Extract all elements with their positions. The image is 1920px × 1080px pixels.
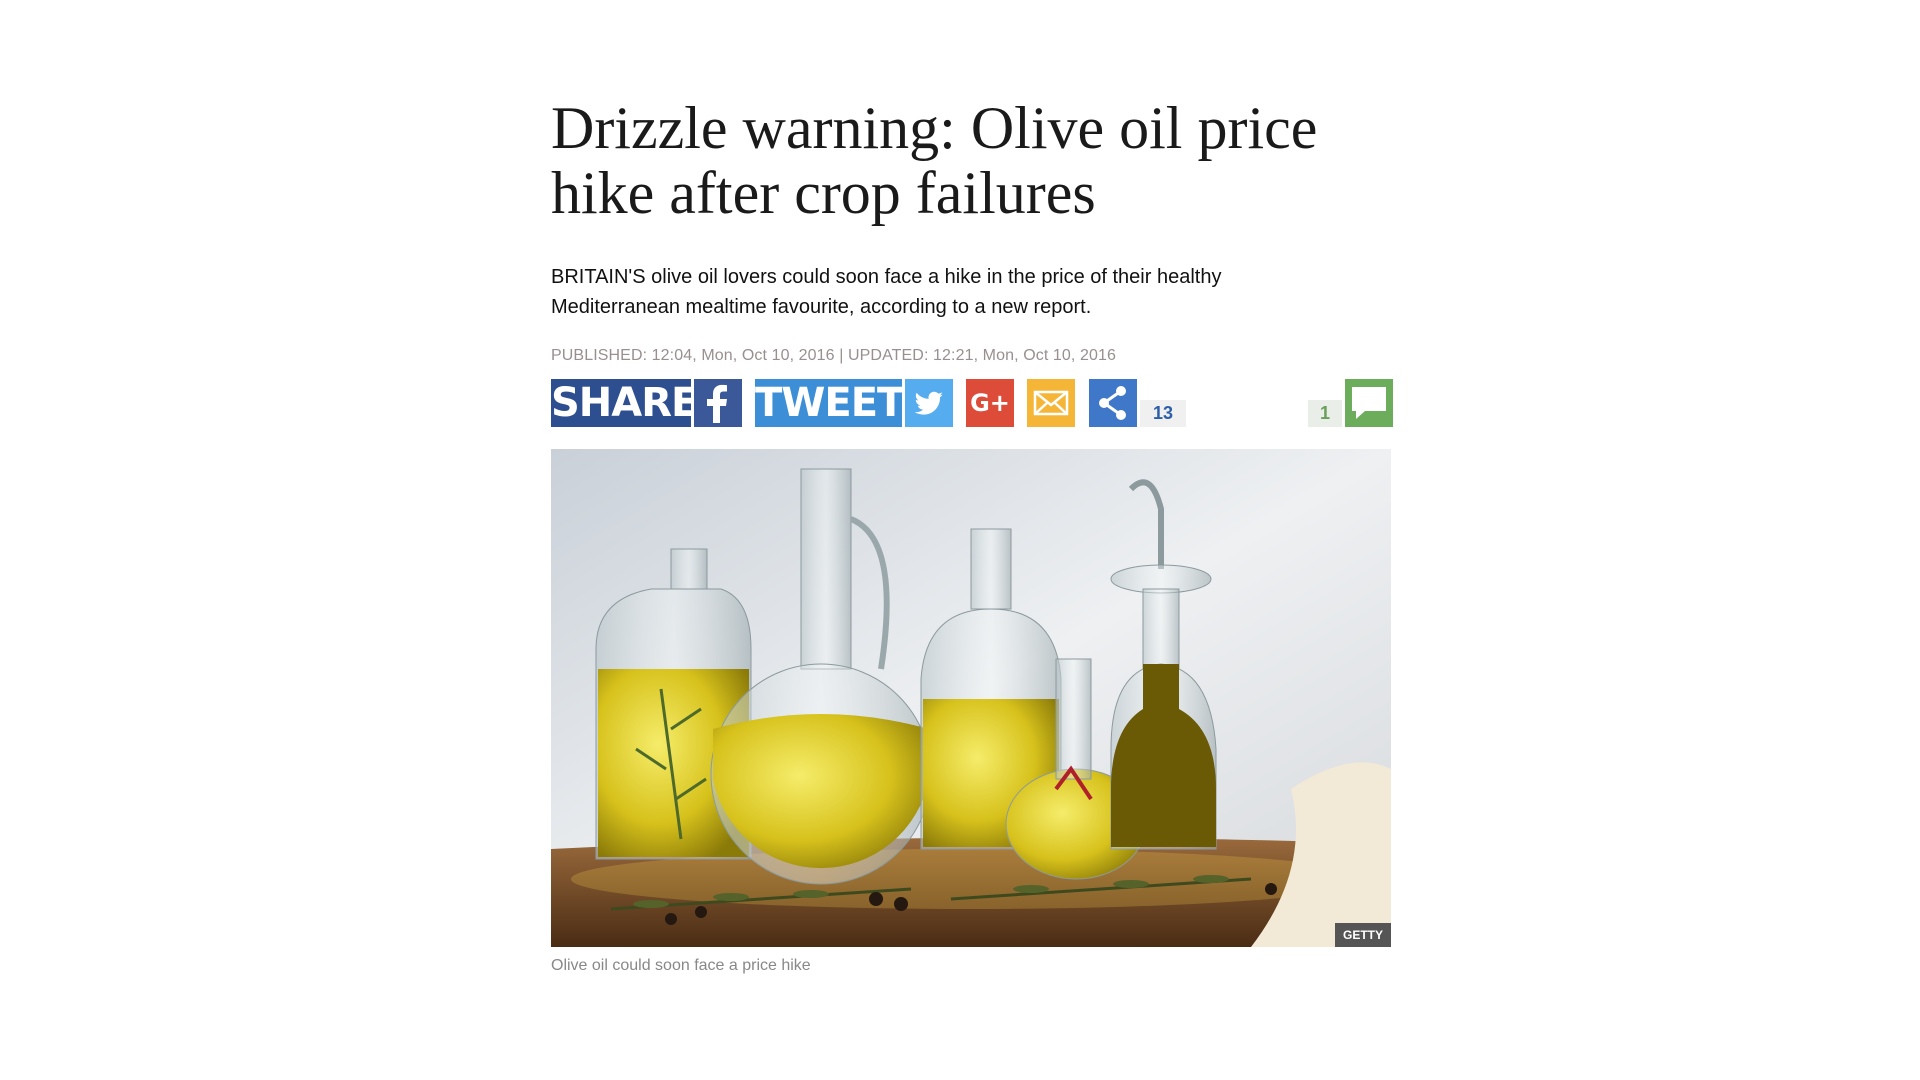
article-image: GETTY [551,449,1391,947]
comments-button[interactable] [1345,379,1393,427]
email-button[interactable] [1027,379,1075,427]
twitter-button[interactable] [905,379,953,427]
dateline: PUBLISHED: 12:04, Mon, Oct 10, 2016 | UP… [551,347,1117,364]
olive-oil-bottles-image [551,449,1391,947]
share-bar: SHARE TWEET G+ [551,379,1393,427]
googleplus-icon: G+ [970,389,1010,417]
comment-count[interactable]: 1 [1308,400,1342,427]
article: Drizzle warning: Olive oil price hike af… [551,95,1393,975]
email-icon [1033,390,1069,416]
share-button[interactable]: SHARE [551,379,698,427]
image-caption: Olive oil could soon face a price hike [551,957,811,974]
image-credit: GETTY [1334,923,1391,947]
googleplus-button[interactable]: G+ [966,379,1014,427]
headline: Drizzle warning: Olive oil price hike af… [551,95,1318,226]
tweet-button[interactable]: TWEET [755,379,904,427]
standfirst: BRITAIN'S olive oil lovers could soon fa… [551,266,1222,318]
comment-icon [1352,387,1386,419]
facebook-icon [707,384,727,423]
twitter-icon [914,391,943,415]
share-more-button[interactable] [1089,379,1137,427]
share-count: 13 [1140,400,1186,427]
share-icon [1099,386,1126,420]
facebook-button[interactable] [694,379,742,427]
